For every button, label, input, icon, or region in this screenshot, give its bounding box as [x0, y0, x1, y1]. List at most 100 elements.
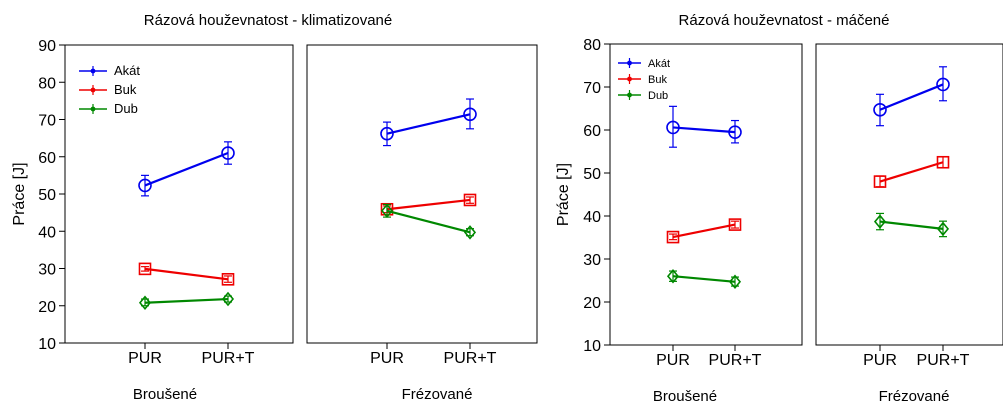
series-buk: [666, 218, 742, 244]
series-line: [386, 113, 471, 135]
series-dub: [666, 268, 742, 290]
series-buk: [873, 155, 950, 188]
series-line: [144, 267, 229, 281]
legend-label: Buk: [648, 74, 667, 86]
panel-label: Frézované: [879, 388, 950, 405]
series-dub: [138, 291, 235, 311]
chart-title: Rázová houževnatost - klimatizované: [144, 12, 392, 29]
series-line: [879, 220, 944, 230]
panel-2: PUR PUR+T Frézované: [306, 44, 538, 403]
y-tick-label: 50: [38, 187, 56, 204]
data-point: [728, 274, 742, 290]
data-point: [380, 126, 394, 141]
data-point: [666, 230, 680, 244]
data-point: [728, 218, 742, 231]
x-tick-label: PUR+T: [202, 350, 255, 367]
y-tick-label: 30: [583, 252, 601, 269]
y-tick-label: 70: [38, 113, 56, 130]
legend-marker: [627, 76, 632, 82]
data-point: [463, 193, 477, 207]
series-line: [386, 198, 471, 211]
panel-1: PUR PUR+T Broušené: [59, 44, 294, 403]
y-tick-label: 20: [583, 295, 601, 312]
series-akát: [666, 105, 742, 148]
data-point: [873, 214, 887, 229]
chart-1: Rázová houževnatost - klimatizované Práce…: [11, 12, 538, 403]
panel-1: PUR PUR+T Broušené: [604, 43, 803, 405]
y-tick-label: 70: [583, 80, 601, 97]
legend-label: Dub: [114, 101, 138, 116]
panel-frame: [306, 44, 538, 344]
series-line: [879, 83, 944, 111]
legend: Akát Buk Dub: [618, 58, 670, 102]
x-tick-label: PUR: [863, 352, 897, 369]
series-line: [144, 297, 229, 304]
legend-label: Akát: [648, 58, 670, 70]
data-point: [221, 273, 235, 286]
series-line: [672, 275, 736, 283]
data-point: [138, 178, 152, 193]
series-akát: [380, 98, 477, 147]
series-line: [386, 209, 471, 234]
y-tick-label: 90: [38, 38, 56, 55]
series-akát: [138, 141, 235, 197]
series-line: [672, 126, 736, 134]
y-tick-label: 60: [38, 150, 56, 167]
legend-marker: [90, 68, 96, 74]
x-tick-label: PUR+T: [709, 352, 762, 369]
panel-2: PUR PUR+T Frézované: [815, 43, 1003, 405]
data-point: [728, 125, 742, 139]
legend-marker: [627, 92, 632, 98]
series-dub: [873, 212, 950, 238]
legend-marker: [90, 106, 96, 112]
panel-label: Frézované: [402, 386, 473, 403]
legend-marker: [627, 60, 632, 66]
panel-label: Broušené: [653, 388, 717, 405]
chart-title: Rázová houževnatost - máčené: [679, 12, 890, 29]
data-point: [138, 295, 152, 311]
data-point: [463, 225, 477, 240]
y-tick-label: 20: [38, 299, 56, 316]
data-point: [873, 102, 887, 117]
y-tick-label: 50: [583, 166, 601, 183]
data-point: [221, 146, 235, 160]
y-tick-label: 80: [583, 37, 601, 54]
legend-marker: [90, 87, 96, 93]
legend-label: Dub: [648, 90, 668, 102]
legend-label: Buk: [114, 82, 137, 97]
series-akát: [873, 66, 950, 127]
panel-frame: [609, 43, 803, 346]
x-tick-label: PUR: [128, 350, 162, 367]
data-point: [936, 221, 950, 237]
y-tick-label: 10: [38, 336, 56, 353]
x-tick-label: PUR: [656, 352, 690, 369]
data-point: [380, 203, 394, 219]
data-point: [463, 107, 477, 122]
y-tick-label: 30: [38, 262, 56, 279]
series-line: [879, 161, 944, 183]
y-tick-label: 40: [38, 224, 56, 241]
y-tick-label: 60: [583, 123, 601, 140]
series-dub: [380, 203, 477, 240]
data-point: [138, 262, 152, 276]
chart-2: Rázová houževnatost - máčené Práce [J] 10 2…: [555, 12, 1003, 405]
data-point: [936, 155, 950, 169]
y-axis-label: Práce [J]: [555, 163, 572, 226]
y-axis-label: Práce [J]: [11, 162, 28, 225]
legend: Akát Buk Dub: [79, 63, 140, 116]
series-line: [672, 223, 736, 239]
x-tick-label: PUR: [370, 350, 404, 367]
x-tick-label: PUR+T: [444, 350, 497, 367]
data-point: [666, 120, 680, 135]
y-tick-label: 80: [38, 75, 56, 92]
data-point: [221, 291, 235, 307]
panel-label: Broušené: [133, 386, 197, 403]
panel-frame: [815, 43, 1003, 346]
y-tick-label: 10: [583, 338, 601, 355]
data-point: [873, 175, 887, 188]
x-tick-label: PUR+T: [917, 352, 970, 369]
series-buk: [380, 193, 477, 216]
series-buk: [138, 262, 235, 286]
data-point: [936, 77, 950, 92]
